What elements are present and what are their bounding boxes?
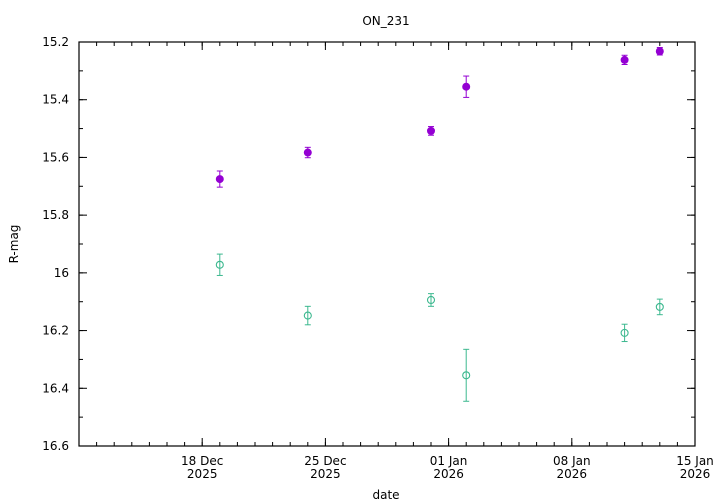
data-point bbox=[620, 55, 629, 64]
x-tick-label: 01 Jan bbox=[430, 454, 468, 468]
data-point bbox=[303, 148, 312, 157]
data-point bbox=[426, 295, 436, 305]
x-tick-label-year: 2025 bbox=[187, 467, 218, 481]
series-2 bbox=[215, 253, 664, 402]
y-tick-label: 15.2 bbox=[42, 35, 69, 49]
y-tick-label: 15.8 bbox=[42, 208, 69, 222]
x-tick-label: 15 Jan bbox=[676, 454, 714, 468]
x-tick-label: 08 Jan bbox=[553, 454, 591, 468]
x-tick-label-year: 2026 bbox=[680, 467, 711, 481]
data-point bbox=[462, 82, 471, 91]
x-tick-label-year: 2025 bbox=[310, 467, 341, 481]
series-1 bbox=[215, 46, 664, 188]
data-point bbox=[215, 175, 224, 184]
data-point bbox=[303, 311, 312, 320]
x-tick-label-year: 2026 bbox=[433, 467, 464, 481]
data-point bbox=[215, 260, 224, 269]
x-tick-label-year: 2026 bbox=[557, 467, 588, 481]
data-point bbox=[427, 126, 435, 135]
data-point bbox=[655, 302, 664, 311]
y-tick-label: 16.4 bbox=[42, 381, 69, 395]
y-tick-label: 16 bbox=[54, 266, 69, 280]
data-point bbox=[462, 371, 471, 380]
y-tick-label: 16.2 bbox=[42, 324, 69, 338]
x-axis-label: date bbox=[372, 488, 399, 502]
data-point bbox=[655, 47, 664, 56]
y-tick-label: 15.6 bbox=[42, 150, 69, 164]
chart-title: ON_231 bbox=[362, 14, 409, 28]
y-axis-label: R-mag bbox=[7, 225, 21, 264]
y-tick-label: 16.6 bbox=[42, 439, 69, 453]
data-marks bbox=[215, 46, 664, 402]
data-point bbox=[620, 328, 629, 337]
x-tick-label: 18 Dec bbox=[181, 454, 223, 468]
y-tick-label: 15.4 bbox=[42, 93, 69, 107]
plot-frame bbox=[78, 41, 696, 447]
x-tick-label: 25 Dec bbox=[304, 454, 346, 468]
